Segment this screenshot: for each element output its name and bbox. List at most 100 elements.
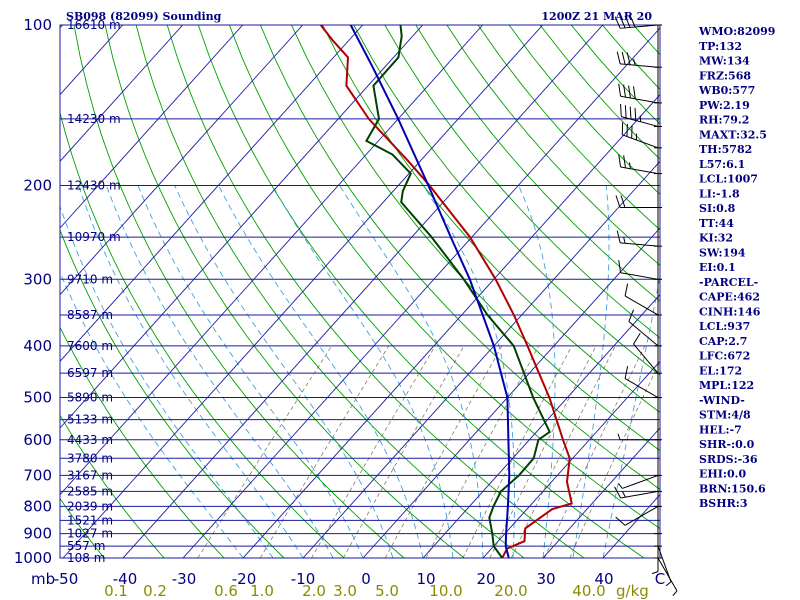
pressure-tick-label: 700 bbox=[23, 466, 52, 484]
mixing-ratio-line bbox=[342, 345, 465, 558]
pressure-unit-label: mb bbox=[31, 570, 55, 588]
wind-barb-flag bbox=[623, 155, 626, 168]
moist-adiabat bbox=[422, 185, 515, 558]
wind-barb bbox=[628, 309, 662, 347]
isotherm bbox=[302, 160, 660, 558]
wind-barb-half-flag bbox=[672, 590, 678, 596]
temperature-tick-label: 20 bbox=[476, 570, 495, 588]
height-label: 7600 m bbox=[67, 339, 113, 353]
isotherm bbox=[60, 25, 424, 429]
wind-barb-flag bbox=[626, 52, 631, 65]
index-entry: CAPE:462 bbox=[699, 291, 760, 304]
isotherm bbox=[542, 427, 660, 558]
mixing-ratio-line bbox=[311, 345, 436, 558]
dry-adiabat bbox=[789, 25, 800, 558]
temperature-tick-label: -40 bbox=[113, 570, 138, 588]
index-entry: EI:0.1 bbox=[699, 261, 736, 274]
temperature-tick-label: 30 bbox=[536, 570, 555, 588]
height-label: 9710 m bbox=[67, 272, 113, 286]
dry-adiabat bbox=[758, 25, 800, 558]
temperature-tick-label: -20 bbox=[232, 570, 257, 588]
wind-barb-flag bbox=[615, 516, 626, 526]
mixing-ratio-tick-label: 20.0 bbox=[494, 582, 527, 600]
mixing-ratio-unit-label: g/kg bbox=[616, 582, 649, 600]
wind-barb-flag bbox=[632, 86, 636, 99]
series-parcel bbox=[349, 24, 511, 559]
dry-adiabat bbox=[228, 25, 660, 530]
wind-barb-staff bbox=[620, 242, 659, 247]
moist-adiabat bbox=[137, 185, 364, 558]
wind-barb-flag bbox=[621, 51, 626, 65]
height-label: 10970 m bbox=[67, 230, 121, 244]
height-label: 16610 m bbox=[67, 18, 121, 32]
height-label: 1027 m bbox=[67, 527, 113, 541]
wind-barb-flag bbox=[634, 107, 637, 121]
height-label: 5133 m bbox=[67, 413, 113, 427]
mixing-ratio-tick-label: 0.6 bbox=[214, 582, 238, 600]
pressure-tick-label: 600 bbox=[23, 431, 52, 449]
mixing-ratio-tick-label: 0.2 bbox=[143, 582, 167, 600]
index-entry: BSHR:3 bbox=[699, 497, 748, 510]
wind-barb-staff bbox=[620, 95, 659, 104]
wind-barb bbox=[616, 230, 662, 247]
moist-adiabat bbox=[339, 185, 484, 558]
wind-barb-staff bbox=[620, 272, 659, 280]
wind-barb-staff bbox=[622, 134, 659, 149]
wind-barb-flag bbox=[615, 195, 621, 208]
pressure-tick-label: 900 bbox=[23, 525, 52, 543]
height-label: 5890 m bbox=[67, 391, 113, 405]
wind-barb bbox=[621, 122, 662, 149]
wind-barb-flag bbox=[614, 16, 621, 29]
index-entry: -WIND- bbox=[699, 394, 745, 407]
height-label: 557 m bbox=[67, 539, 105, 553]
index-entry: HEL:-7 bbox=[699, 423, 742, 436]
wind-barb bbox=[620, 103, 662, 127]
mixing-ratio-tick-label: 1.0 bbox=[250, 582, 274, 600]
plot-frame bbox=[59, 24, 661, 559]
index-entry: CAP:2.7 bbox=[699, 335, 747, 348]
wind-barb-half-flag bbox=[617, 483, 623, 489]
wind-barb bbox=[654, 557, 678, 596]
index-entry: RH:79.2 bbox=[699, 114, 749, 127]
wind-barb bbox=[617, 433, 662, 441]
height-label: 3780 m bbox=[67, 451, 113, 465]
temperature-tick-label: 0 bbox=[361, 570, 371, 588]
series-layer bbox=[319, 24, 573, 559]
wind-barb-half-flag bbox=[633, 58, 636, 66]
isotherm bbox=[482, 360, 660, 558]
index-entry: MW:134 bbox=[699, 55, 750, 68]
temperature-tick-label: C bbox=[655, 570, 665, 588]
index-entry: L57:6.1 bbox=[699, 158, 745, 171]
wind-barb-flag bbox=[624, 15, 631, 28]
wind-barb bbox=[614, 486, 662, 499]
wind-barb-flag bbox=[629, 106, 632, 120]
wind-barb-flag bbox=[620, 195, 626, 208]
wind-barb bbox=[651, 533, 662, 575]
isobar-grid bbox=[59, 24, 661, 559]
height-label: 14230 m bbox=[67, 112, 121, 126]
index-entry: BRN:150.6 bbox=[699, 482, 766, 495]
wind-barb-half-flag bbox=[665, 581, 672, 587]
wind-barb-half-flag bbox=[622, 491, 626, 498]
pressure-tick-label: 300 bbox=[23, 270, 52, 288]
index-entry: LI:-1.8 bbox=[699, 187, 740, 200]
index-entry: LFC:672 bbox=[699, 350, 750, 363]
moist-adiabat bbox=[572, 185, 610, 558]
temperature-tick-label: 40 bbox=[594, 570, 613, 588]
chart-title-left: SB098 (82099) Sounding bbox=[66, 10, 222, 23]
wind-barb-flag bbox=[629, 15, 636, 28]
wind-barb-staff bbox=[624, 505, 659, 526]
mixing-ratio-tick-label: 40.0 bbox=[572, 582, 605, 600]
isotherm bbox=[60, 25, 364, 363]
index-entry: SW:194 bbox=[699, 246, 746, 259]
dry-adiabat bbox=[259, 25, 660, 490]
wind-barb bbox=[615, 505, 662, 526]
index-entry: KI:32 bbox=[699, 232, 733, 245]
pressure-tick-label: 100 bbox=[23, 16, 52, 34]
dry-adiabat bbox=[539, 25, 660, 160]
pressure-tick-label: 1000 bbox=[14, 549, 52, 567]
wind-barb bbox=[614, 15, 662, 29]
series-dewpoint bbox=[365, 24, 551, 559]
